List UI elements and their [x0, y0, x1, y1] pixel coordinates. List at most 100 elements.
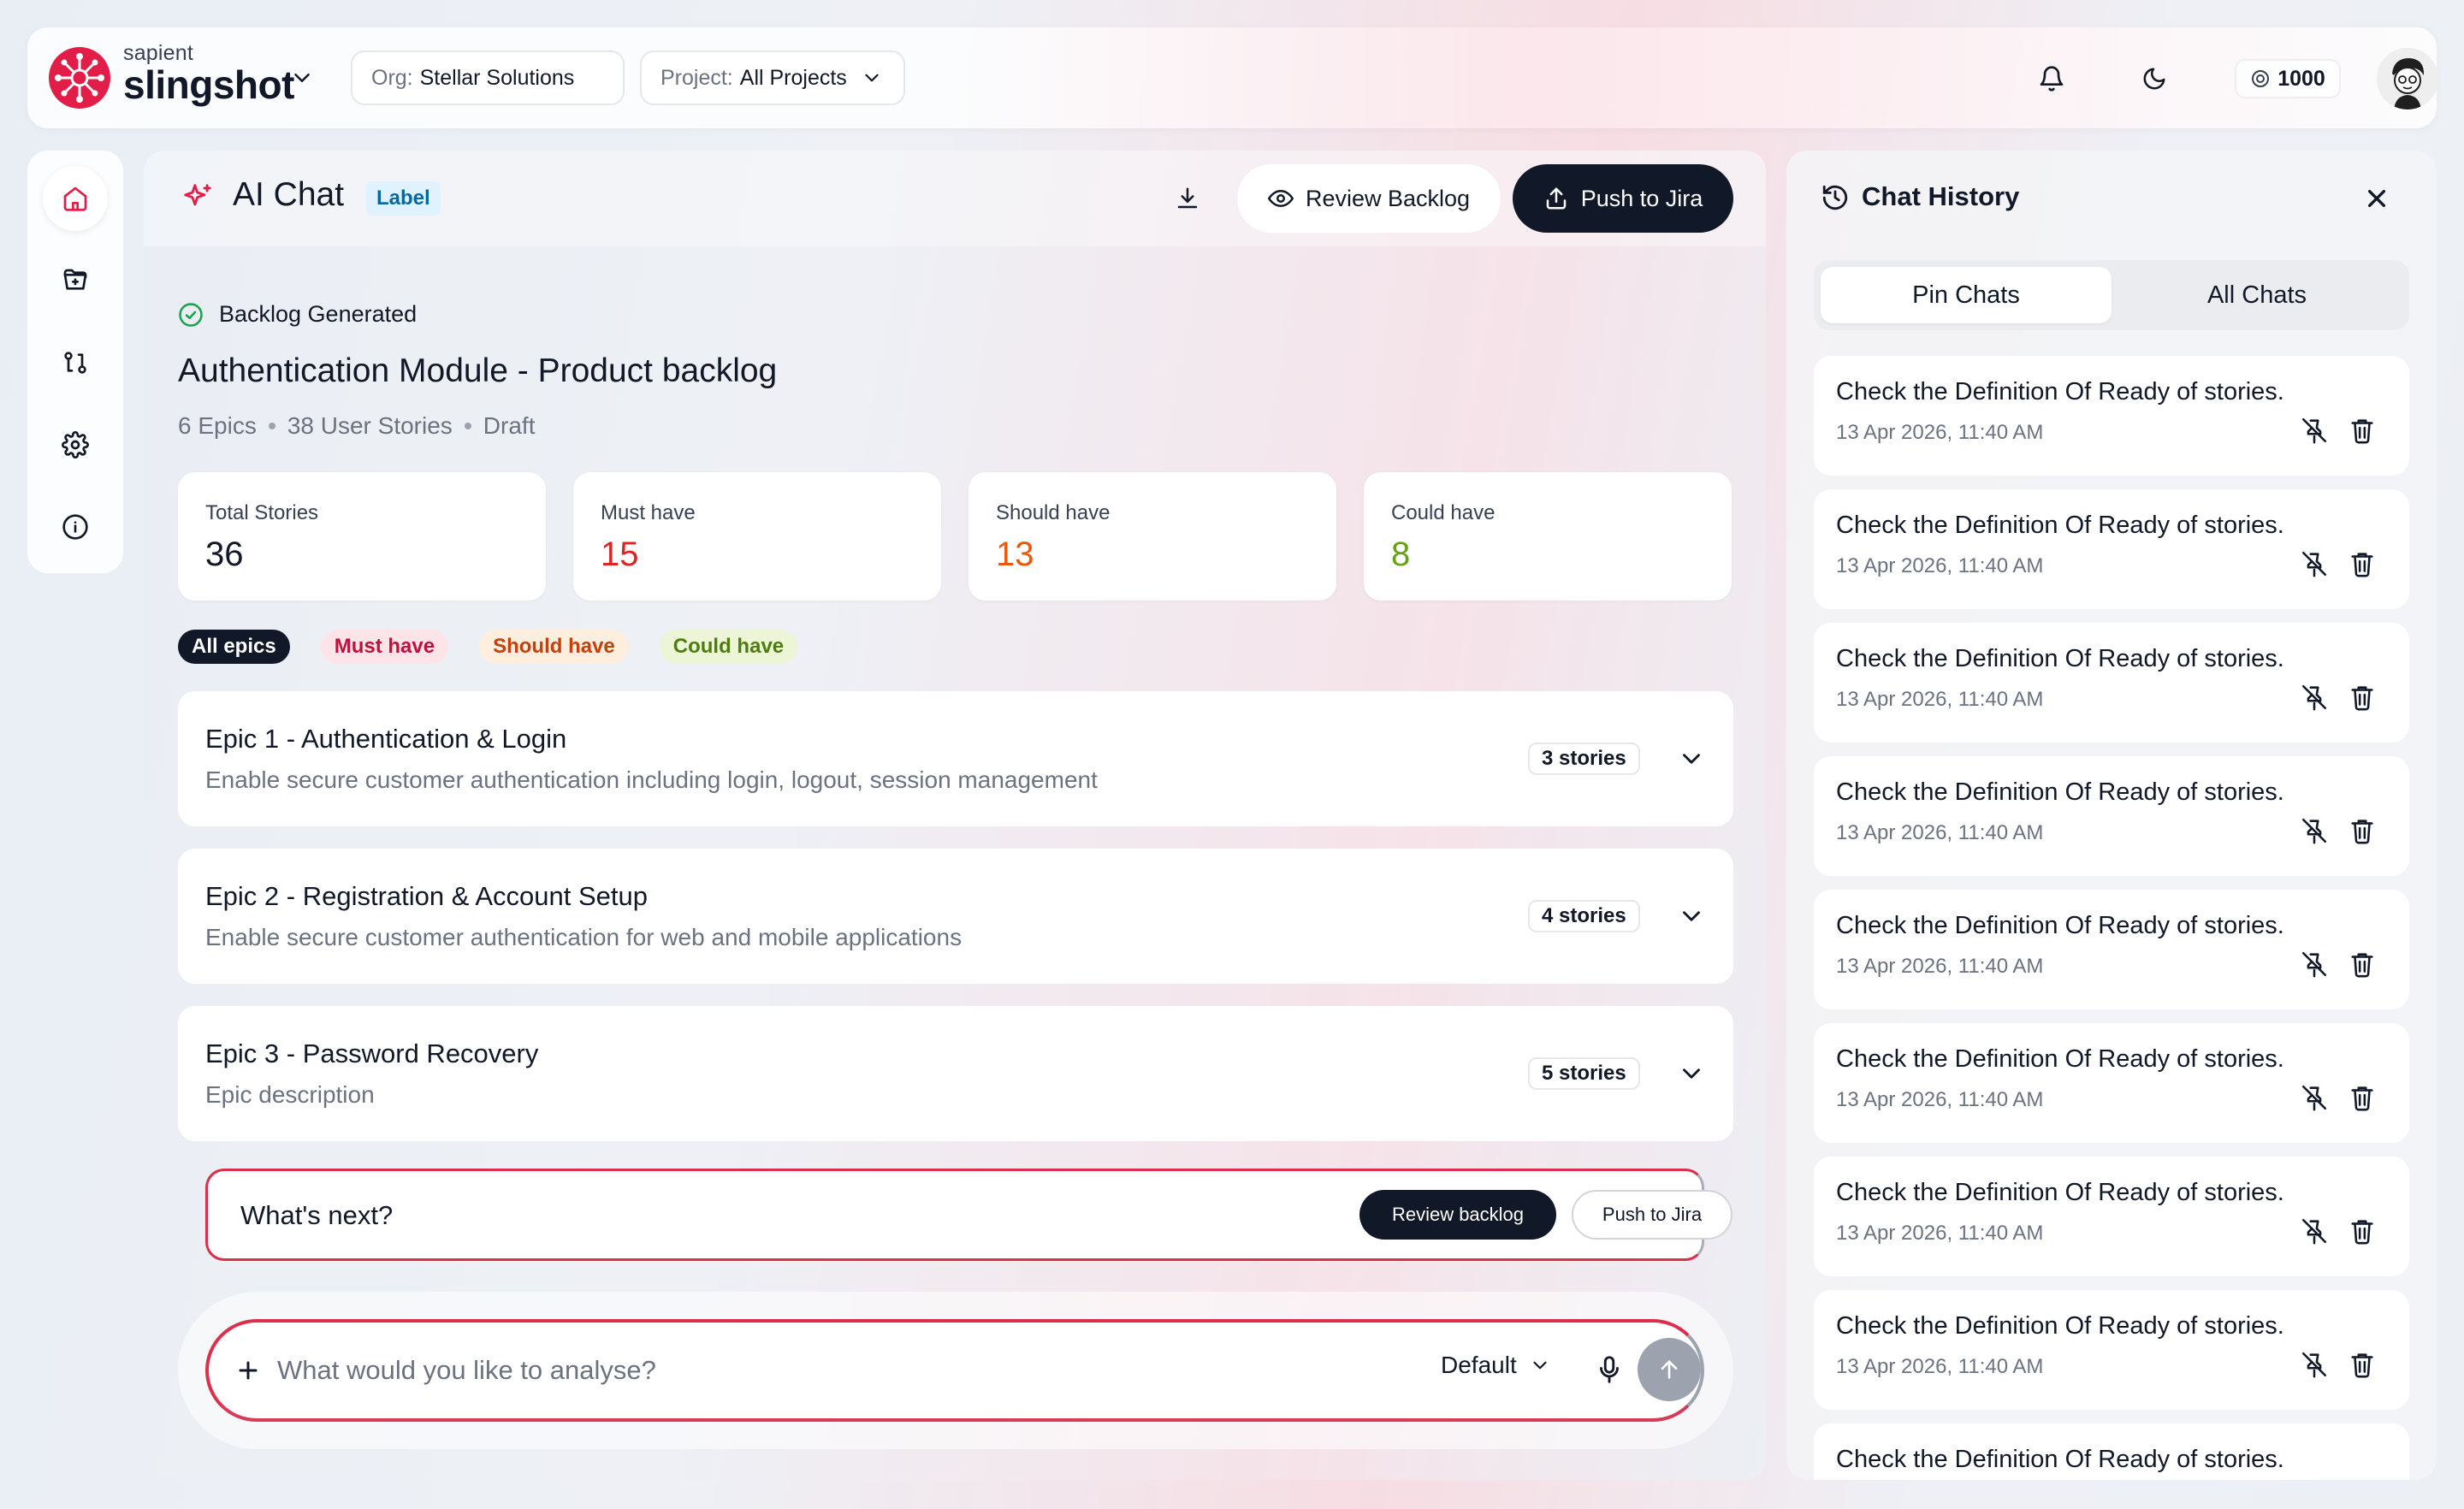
history-icon [1821, 183, 1850, 212]
bell-icon[interactable] [2035, 62, 2069, 96]
tab-pin-chats[interactable]: Pin Chats [1821, 267, 2112, 323]
project-selector[interactable]: Project: All Projects [640, 50, 905, 105]
stat-value: 36 [205, 536, 244, 573]
trash-icon[interactable] [2348, 1083, 2377, 1112]
chevron-down-icon[interactable] [1677, 1059, 1706, 1088]
model-value: Default [1441, 1352, 1517, 1378]
history-item[interactable]: Check the Definition Of Ready of stories… [1814, 1290, 2409, 1410]
story-count-badge: 4 stories [1528, 900, 1640, 932]
filter-could-have[interactable]: Could have [659, 630, 798, 664]
credits-value: 1000 [2277, 66, 2325, 91]
epic-card[interactable]: Epic 2 - Registration & Account Setup En… [178, 849, 1733, 984]
stat-card-should: Should have 13 [968, 472, 1336, 601]
top-bar: sapient slingshot Org: Stellar Solutions… [27, 27, 2438, 128]
chevron-down-icon [1529, 1354, 1551, 1376]
history-item-title: Check the Definition Of Ready of stories… [1836, 778, 2284, 806]
epic-title: Epic 3 - Password Recovery [205, 1039, 539, 1068]
ai-chat-panel: AI Chat Label Review Backlog Push to Jir… [144, 151, 1766, 1480]
history-item[interactable]: Check the Definition Of Ready of stories… [1814, 623, 2409, 743]
nav-info[interactable] [43, 494, 108, 559]
history-title: Chat History [1862, 181, 2020, 211]
chevron-down-icon[interactable] [289, 65, 315, 91]
close-icon[interactable] [2360, 181, 2394, 216]
arrow-up-icon [1656, 1356, 1683, 1383]
brand-name[interactable]: sapient slingshot [123, 41, 294, 107]
history-tabs: Pin Chats All Chats [1814, 260, 2409, 330]
history-item-date: 13 Apr 2026, 11:40 AM [1836, 421, 2044, 444]
pin-off-icon[interactable] [2300, 1216, 2329, 1246]
filter-must-have[interactable]: Must have [320, 630, 449, 664]
history-item[interactable]: Check the Definition Of Ready of stories… [1814, 756, 2409, 876]
pin-off-icon[interactable] [2300, 1350, 2329, 1379]
trash-icon[interactable] [2348, 416, 2377, 445]
trash-icon[interactable] [2348, 1350, 2377, 1379]
stat-label: Should have [996, 501, 1111, 524]
stat-value: 13 [996, 536, 1034, 573]
epic-card[interactable]: Epic 1 - Authentication & Login Enable s… [178, 691, 1733, 826]
pin-off-icon[interactable] [2300, 950, 2329, 979]
history-item-title: Check the Definition Of Ready of stories… [1836, 1312, 2284, 1340]
filter-all-epics[interactable]: All epics [178, 630, 290, 664]
chevron-down-icon[interactable] [1677, 744, 1706, 773]
filter-should-have[interactable]: Should have [479, 630, 629, 664]
push-to-jira-button[interactable]: Push to Jira [1572, 1190, 1732, 1240]
nav-settings[interactable] [43, 412, 108, 477]
stat-label: Total Stories [205, 501, 319, 524]
history-item[interactable]: Check the Definition Of Ready of stories… [1814, 356, 2409, 476]
history-item[interactable]: Check the Definition Of Ready of stories… [1814, 890, 2409, 1009]
history-item-date: 13 Apr 2026, 11:40 AM [1836, 554, 2044, 577]
tab-all-chats[interactable]: All Chats [2206, 281, 2307, 309]
plus-icon[interactable] [233, 1355, 264, 1386]
pin-off-icon[interactable] [2300, 683, 2329, 712]
story-count-badge: 3 stories [1528, 743, 1640, 775]
prompt-input[interactable] [277, 1346, 1389, 1394]
page-title: AI Chat [233, 176, 345, 213]
composer: Default [205, 1319, 1704, 1422]
history-item[interactable]: Check the Definition Of Ready of stories… [1814, 1023, 2409, 1143]
history-item[interactable]: Check the Definition Of Ready of stories… [1814, 489, 2409, 609]
backlog-title: Authentication Module - Product backlog [178, 352, 778, 389]
trash-icon[interactable] [2348, 683, 2377, 712]
epic-card[interactable]: Epic 3 - Password Recovery Epic descript… [178, 1006, 1733, 1141]
download-button[interactable] [1170, 181, 1205, 216]
chevron-down-icon[interactable] [1677, 902, 1706, 931]
epics-count: 6 Epics [178, 412, 257, 439]
stat-value: 15 [601, 536, 639, 573]
avatar[interactable] [2377, 48, 2438, 109]
epic-description: Epic description [205, 1081, 375, 1108]
history-item-date: 13 Apr 2026, 11:40 AM [1836, 821, 2044, 844]
nav-home[interactable] [43, 166, 108, 231]
next-steps-card: What's next? Review backlog Push to Jira [205, 1169, 1732, 1261]
history-item-title: Check the Definition Of Ready of stories… [1836, 645, 2284, 672]
model-selector[interactable]: Default [1441, 1352, 1551, 1379]
review-backlog-button[interactable]: Review Backlog [1237, 164, 1501, 233]
moon-icon[interactable] [2137, 62, 2171, 96]
credits-badge[interactable]: 1000 [2235, 59, 2341, 98]
trash-icon[interactable] [2348, 1216, 2377, 1246]
slingshot-logo[interactable] [48, 46, 111, 109]
pin-off-icon[interactable] [2300, 1083, 2329, 1112]
pin-off-icon[interactable] [2300, 549, 2329, 578]
trash-icon[interactable] [2348, 816, 2377, 845]
microphone-icon[interactable] [1593, 1353, 1626, 1386]
brand-top-text: sapient [123, 41, 194, 65]
history-item-title: Check the Definition Of Ready of stories… [1836, 912, 2284, 939]
nav-workflows[interactable] [43, 330, 108, 395]
git-compare-icon [62, 349, 89, 376]
trash-icon[interactable] [2348, 549, 2377, 578]
pin-off-icon[interactable] [2300, 816, 2329, 845]
coin-icon [2250, 68, 2271, 89]
send-button[interactable] [1638, 1338, 1701, 1401]
push-to-jira-button[interactable]: Push to Jira [1513, 164, 1733, 233]
history-item[interactable]: Check the Definition Of Ready of stories… [1814, 1423, 2409, 1480]
pin-off-icon[interactable] [2300, 416, 2329, 445]
review-backlog-button[interactable]: Review backlog [1359, 1190, 1556, 1240]
project-label: Project: [660, 65, 733, 90]
stat-card-total: Total Stories 36 [178, 472, 546, 601]
org-selector[interactable]: Org: Stellar Solutions [351, 50, 625, 105]
composer-area: Default [178, 1292, 1733, 1449]
nav-projects[interactable] [43, 248, 108, 313]
history-item[interactable]: Check the Definition Of Ready of stories… [1814, 1157, 2409, 1276]
trash-icon[interactable] [2348, 950, 2377, 979]
brand-main-text: slingshot [123, 62, 294, 107]
